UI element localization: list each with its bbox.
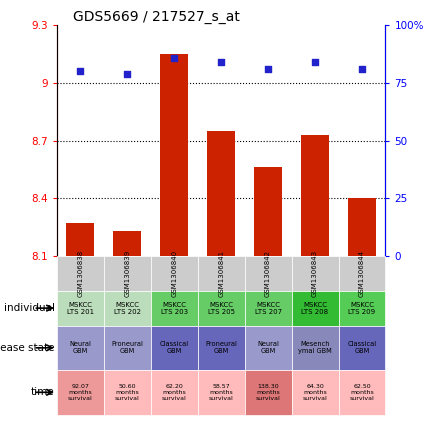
Bar [348,198,376,255]
Point [358,66,365,72]
Bar [198,255,245,291]
Bar [57,370,104,415]
Bar [339,370,385,415]
Text: Neural
GBM: Neural GBM [257,341,279,354]
Bar [292,291,339,326]
Bar [301,135,329,255]
Bar [339,326,385,370]
Text: Proneural
GBM: Proneural GBM [205,341,237,354]
Bar [198,326,245,370]
Point [265,66,272,72]
Text: MSKCC
LTS 201: MSKCC LTS 201 [67,302,94,315]
Bar [245,255,292,291]
Bar [339,255,385,291]
Text: 50.60
months
survival: 50.60 months survival [115,384,140,401]
Point [218,59,225,66]
Bar [151,370,198,415]
Text: Classical
GBM: Classical GBM [347,341,377,354]
Bar [104,370,151,415]
Bar [104,291,151,326]
Text: 58.57
months
survival: 58.57 months survival [209,384,233,401]
Text: MSKCC
LTS 209: MSKCC LTS 209 [348,302,375,315]
Bar [198,370,245,415]
Text: Proneural
GBM: Proneural GBM [111,341,143,354]
Text: Classical
GBM: Classical GBM [160,341,189,354]
Bar [292,255,339,291]
Text: individual: individual [4,303,55,313]
Bar [151,255,198,291]
Point [311,59,318,66]
Bar [57,326,104,370]
Bar [104,255,151,291]
Bar [113,231,141,255]
Bar [292,326,339,370]
Text: MSKCC
LTS 205: MSKCC LTS 205 [208,302,235,315]
Bar [339,291,385,326]
Bar [245,326,292,370]
Text: 138.30
months
survival: 138.30 months survival [256,384,280,401]
Bar [57,291,104,326]
Bar [151,326,198,370]
Text: time: time [31,387,55,397]
Text: GSM1306844: GSM1306844 [359,250,365,297]
Text: GSM1306839: GSM1306839 [124,250,131,297]
Bar [198,291,245,326]
Bar [207,131,235,255]
Bar [151,291,198,326]
Text: GSM1306842: GSM1306842 [265,250,271,297]
Text: MSKCC
LTS 202: MSKCC LTS 202 [114,302,141,315]
Text: Mesench
ymal GBM: Mesench ymal GBM [298,341,332,354]
Bar [104,326,151,370]
Text: GSM1306838: GSM1306838 [78,250,83,297]
Point [124,70,131,77]
Text: GSM1306843: GSM1306843 [312,250,318,297]
Text: 92.07
months
survival: 92.07 months survival [68,384,93,401]
Text: 62.50
months
survival: 62.50 months survival [350,384,374,401]
Bar [57,255,104,291]
Point [171,54,178,61]
Text: 64.30
months
survival: 64.30 months survival [303,384,328,401]
Text: GSM1306841: GSM1306841 [218,250,224,297]
Text: MSKCC
LTS 203: MSKCC LTS 203 [161,302,188,315]
Text: MSKCC
LTS 207: MSKCC LTS 207 [254,302,282,315]
Text: GSM1306840: GSM1306840 [171,250,177,297]
Point [77,68,84,75]
Text: GDS5669 / 217527_s_at: GDS5669 / 217527_s_at [74,10,240,25]
Text: Neural
GBM: Neural GBM [70,341,92,354]
Bar [254,168,282,255]
Bar [66,223,95,255]
Bar [245,370,292,415]
Text: 62.20
months
survival: 62.20 months survival [162,384,187,401]
Text: disease state: disease state [0,343,55,353]
Text: MSKCC
LTS 208: MSKCC LTS 208 [301,302,328,315]
Bar [160,54,188,255]
Bar [245,291,292,326]
Bar [292,370,339,415]
